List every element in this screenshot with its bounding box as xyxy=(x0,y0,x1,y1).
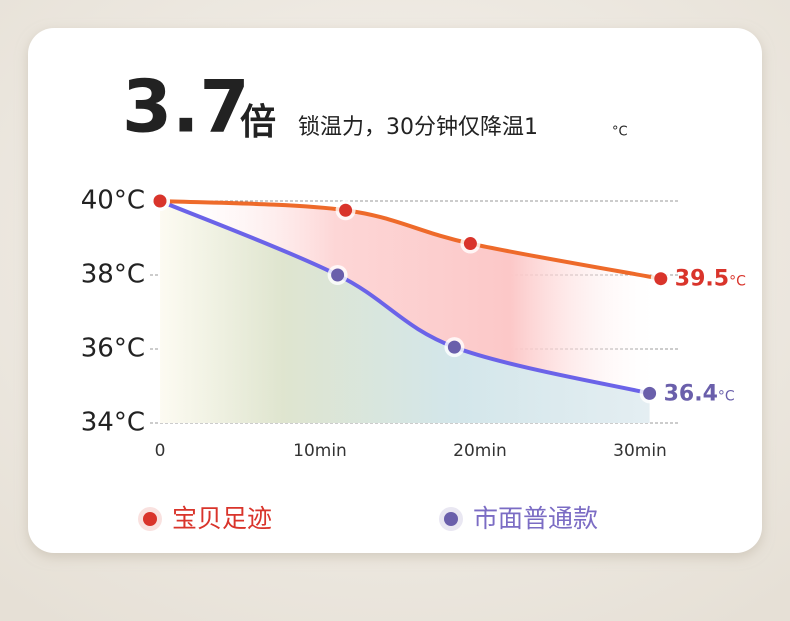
end-label-value: 39.5 xyxy=(675,267,729,292)
headline-text: 锁温力，30分钟仅降温1 xyxy=(298,115,538,140)
y-tick-label: 38°C xyxy=(81,260,145,290)
legend-dot xyxy=(444,512,458,526)
point xyxy=(460,233,481,254)
point-dot xyxy=(447,340,461,354)
y-tick-label: 40°C xyxy=(81,186,145,216)
point xyxy=(650,268,671,289)
point xyxy=(639,383,660,404)
series-line xyxy=(158,199,663,281)
headline-unit: 倍 xyxy=(240,102,276,143)
area-fill xyxy=(160,201,650,423)
point-dot xyxy=(153,194,167,208)
point-dot xyxy=(643,386,657,400)
point-dot xyxy=(339,203,353,217)
plot: 34°C36°C38°C40°C0 10min 20min 30min36.4°C市面… xyxy=(81,186,746,534)
legend-label: 宝贝足迹 xyxy=(172,504,272,533)
point xyxy=(335,200,356,221)
point xyxy=(444,337,465,358)
legend-dot xyxy=(143,512,157,526)
point-dot xyxy=(463,237,477,251)
point-dot xyxy=(654,272,668,286)
point xyxy=(150,191,170,211)
point-dot xyxy=(331,268,345,282)
end-label-unit: °C xyxy=(718,388,735,404)
end-label-value: 36.4 xyxy=(664,381,718,406)
end-label: 36.4°C xyxy=(664,381,735,406)
x-tick-label: 20min xyxy=(453,441,507,461)
point xyxy=(327,265,348,285)
x-tick-label: 10min xyxy=(293,441,347,461)
headline-number: 3.7 xyxy=(122,65,250,149)
series-line xyxy=(158,199,652,396)
headline-text-unit: °C xyxy=(612,125,628,140)
end-label-unit: °C xyxy=(729,274,746,290)
y-tick-label: 36°C xyxy=(81,334,145,364)
y-tick-label: 34°C xyxy=(81,408,145,438)
x-tick-label: 0 xyxy=(155,441,166,461)
legend-label: 市面普通款 xyxy=(473,504,598,533)
x-tick-label: 30min xyxy=(613,441,667,461)
end-label: 39.5°C xyxy=(675,267,746,292)
